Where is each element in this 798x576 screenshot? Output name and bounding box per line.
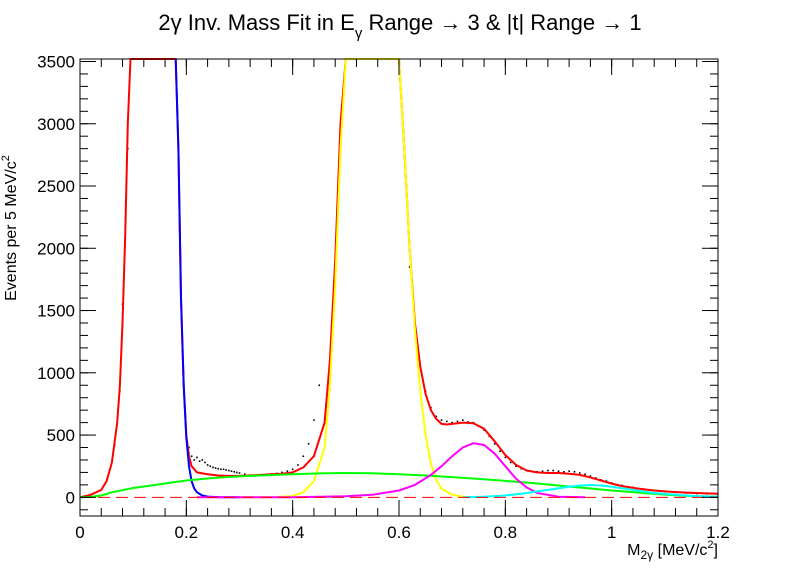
fit-curve-3 bbox=[239, 58, 474, 499]
data-point bbox=[230, 470, 233, 472]
x-axis-ticks: 0 0.2 0.4 0.6 0.8 1 1.2 bbox=[75, 59, 730, 542]
data-point bbox=[435, 415, 438, 418]
data-point bbox=[568, 470, 570, 472]
data-point bbox=[515, 465, 517, 467]
data-point bbox=[214, 467, 217, 469]
data-point bbox=[198, 460, 201, 463]
data-point bbox=[589, 475, 592, 477]
y-tick-label: 2500 bbox=[37, 177, 75, 196]
x-axis-title-end: ] bbox=[714, 542, 718, 559]
data-point bbox=[209, 465, 212, 467]
x-axis-title-superscript: 2 bbox=[707, 539, 713, 551]
x-tick-label: 0.6 bbox=[387, 523, 411, 542]
data-point bbox=[456, 420, 459, 423]
data-point bbox=[446, 420, 448, 423]
data-point bbox=[291, 468, 294, 471]
data-point bbox=[408, 266, 411, 268]
data-point bbox=[286, 470, 289, 472]
data-point bbox=[462, 419, 464, 421]
data-point bbox=[307, 442, 310, 445]
data-point bbox=[552, 469, 554, 472]
x-tick-label: 0.2 bbox=[175, 523, 199, 542]
y-axis-ticks: 0 500 1000 1500 2000 2500 3000 3500 bbox=[37, 52, 718, 511]
x-axis-title: M2γ [MeV/c2] bbox=[627, 539, 718, 562]
data-point bbox=[201, 459, 204, 461]
y-tick-label: 1000 bbox=[37, 364, 75, 383]
y-tick-label: 1500 bbox=[37, 302, 75, 321]
data-point bbox=[204, 461, 206, 464]
data-point bbox=[440, 419, 443, 421]
data-point bbox=[493, 442, 496, 445]
y-tick-label: 3000 bbox=[37, 115, 75, 134]
x-axis-title-subscript: 2γ bbox=[641, 548, 654, 562]
data-point bbox=[193, 459, 196, 461]
fit-curve-6 bbox=[462, 484, 719, 499]
data-point bbox=[557, 470, 560, 472]
data-point bbox=[222, 468, 225, 471]
data-point bbox=[220, 468, 222, 471]
chart-title: 2γ Inv. Mass Fit in Eγ Range → 3 & |t| R… bbox=[158, 10, 641, 42]
data-point bbox=[225, 469, 228, 471]
x-tick-label: 0 bbox=[75, 523, 84, 542]
data-point bbox=[281, 471, 283, 474]
data-point bbox=[578, 472, 581, 474]
data-point bbox=[212, 466, 214, 469]
y-axis-title: Events per 5 MeV/c2 bbox=[0, 155, 20, 301]
data-point bbox=[318, 384, 321, 387]
x-axis-title-unit: [MeV/c bbox=[653, 542, 707, 559]
data-point bbox=[499, 450, 501, 453]
y-tick-label: 500 bbox=[47, 426, 75, 445]
data-point bbox=[190, 455, 193, 458]
x-tick-label: 0.4 bbox=[281, 523, 305, 542]
data-point bbox=[244, 473, 246, 476]
y-tick-label: 2000 bbox=[37, 239, 75, 258]
y-tick-label: 3500 bbox=[37, 52, 75, 71]
x-tick-label: 1.2 bbox=[706, 523, 730, 542]
data-point bbox=[313, 419, 315, 421]
data-point bbox=[236, 471, 238, 474]
data-point bbox=[547, 469, 549, 472]
chart-title-subscript: γ bbox=[355, 25, 363, 42]
data-point bbox=[238, 472, 241, 474]
data-point bbox=[206, 464, 209, 466]
x-tick-label: 0.8 bbox=[494, 523, 518, 542]
data-point bbox=[188, 446, 190, 449]
data-point bbox=[584, 473, 586, 476]
y-tick-label: 0 bbox=[66, 488, 75, 507]
data-point bbox=[504, 456, 507, 459]
data-point bbox=[196, 456, 198, 459]
data-point bbox=[563, 470, 565, 473]
fit-curve-5 bbox=[197, 442, 586, 499]
data-point bbox=[228, 469, 230, 472]
data-point bbox=[302, 455, 305, 458]
data-point bbox=[297, 464, 299, 466]
fit-curve-4 bbox=[79, 472, 719, 499]
data-point bbox=[217, 467, 220, 470]
x-tick-label: 1 bbox=[607, 523, 616, 542]
data-point bbox=[509, 461, 512, 464]
data-point bbox=[541, 470, 544, 472]
data-point bbox=[573, 470, 576, 473]
chart-title-rest: Range → 3 & |t| Range → 1 bbox=[362, 10, 641, 35]
data-point bbox=[451, 421, 453, 424]
data-point bbox=[233, 470, 235, 473]
y-axis-title-superscript: 2 bbox=[0, 155, 12, 161]
